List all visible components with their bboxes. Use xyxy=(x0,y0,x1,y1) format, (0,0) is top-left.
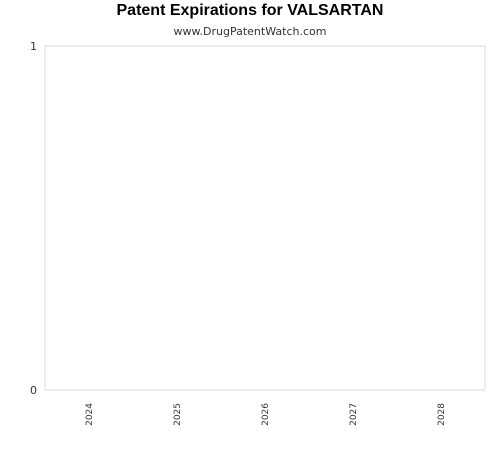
plot-area xyxy=(44,45,486,391)
chart-subtitle: www.DrugPatentWatch.com xyxy=(173,25,327,38)
y-axis: 01 xyxy=(30,40,37,397)
chart-title: Patent Expirations for VALSARTAN xyxy=(116,2,384,19)
x-tick-label: 2024 xyxy=(85,403,95,426)
x-tick-label: 2025 xyxy=(173,403,183,426)
x-tick-label: 2026 xyxy=(261,403,271,426)
x-axis: 2024 2025 2026 2027 2028 xyxy=(85,403,447,426)
y-tick-label: 1 xyxy=(30,40,37,53)
x-tick-label: 2027 xyxy=(349,403,359,426)
x-tick-label: 2028 xyxy=(437,403,447,426)
y-tick-label: 0 xyxy=(30,384,37,397)
